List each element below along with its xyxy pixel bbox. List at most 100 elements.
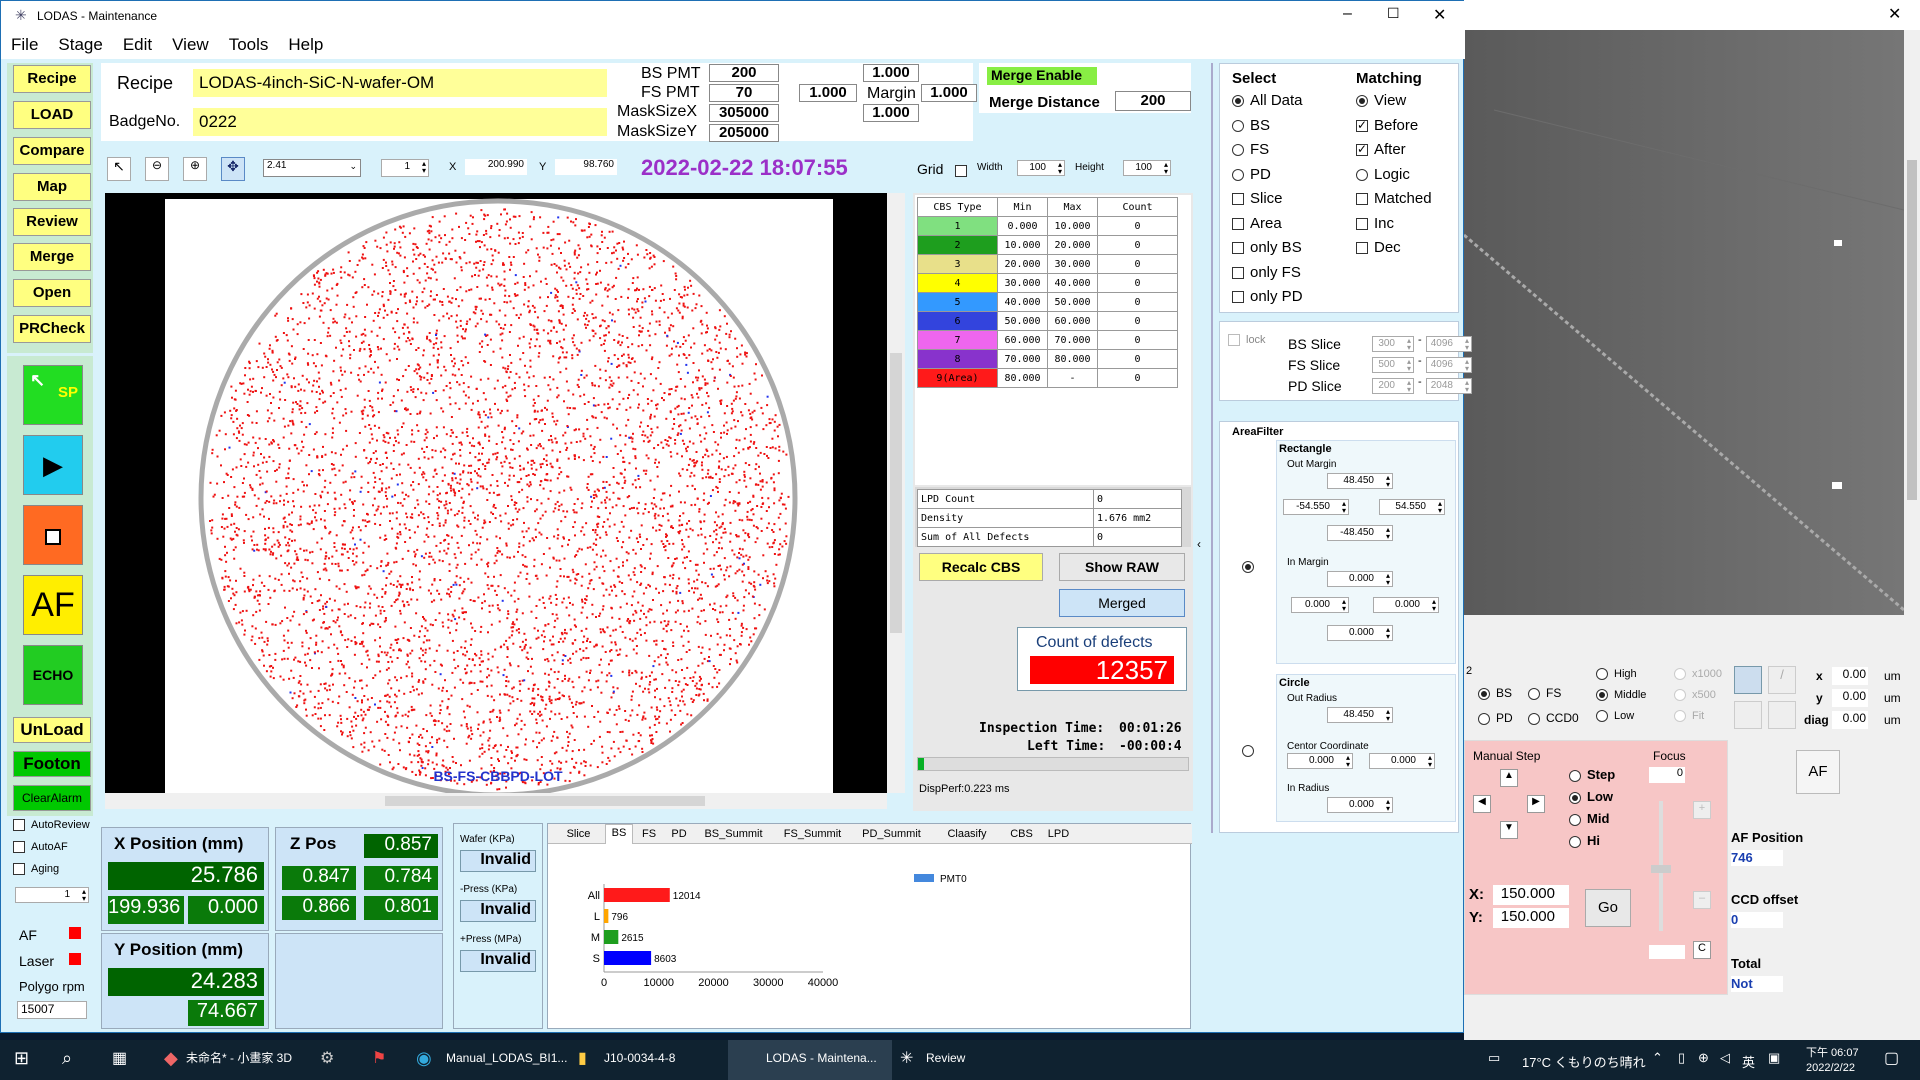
fs-pmt-field[interactable]: 70 (709, 84, 779, 102)
masksizex-field[interactable]: 305000 (709, 104, 779, 122)
play-button[interactable]: ▶ (23, 435, 83, 495)
matching-option-inc[interactable]: Inc (1356, 215, 1394, 232)
tab-slice[interactable]: Slice (566, 828, 591, 840)
aging-checkbox[interactable]: Aging (13, 863, 59, 876)
autoaf-checkbox[interactable]: AutoAF (13, 841, 68, 854)
volume-icon[interactable]: ◁ (1720, 1050, 1730, 1065)
in-radius-spinbox[interactable]: 0.000 (1327, 797, 1393, 813)
focus-plus-button[interactable]: + (1693, 801, 1711, 819)
camera-hscrollbar[interactable] (1464, 615, 1920, 631)
radio-fit[interactable]: Fit (1674, 710, 1704, 723)
review-button[interactable]: Review (13, 208, 91, 236)
focus-minus-button[interactable]: – (1693, 891, 1711, 909)
pointer-tool-icon[interactable]: ↖ (107, 157, 131, 181)
margin-bottom-field[interactable]: 1.000 (863, 104, 919, 122)
clearalarm-button[interactable]: ClearAlarm (13, 785, 91, 811)
masksizey-field[interactable]: 205000 (709, 124, 779, 142)
tab-lpd[interactable]: LPD (1047, 828, 1070, 840)
cbs-row[interactable]: 4 30.000 40.000 0 (917, 273, 1178, 293)
cbs-row[interactable]: 6 50.000 60.000 0 (917, 311, 1178, 331)
aging-spinbox[interactable]: 1 (15, 887, 89, 903)
calculator-icon[interactable]: ▦ (112, 1050, 128, 1067)
slice-max-spinbox[interactable]: 4096 (1426, 336, 1472, 352)
taskbar-lodas[interactable]: LODAS - Maintena... (766, 1051, 877, 1065)
cbs-row[interactable]: 5 40.000 50.000 0 (917, 292, 1178, 312)
goto-y-input[interactable]: 150.000 (1493, 908, 1569, 928)
out-margin-left-spinbox[interactable]: -54.550 (1283, 499, 1349, 515)
arrow-down-button[interactable]: ▼ (1500, 821, 1518, 839)
menu-edit[interactable]: Edit (122, 35, 153, 54)
focus-slider[interactable] (1651, 801, 1671, 931)
slice-min-spinbox[interactable]: 200 (1372, 378, 1414, 394)
tab-bs_summit[interactable]: BS_Summit (704, 828, 763, 840)
radio-fs[interactable]: FS (1528, 686, 1561, 700)
cbs-row[interactable]: 8 70.000 80.000 0 (917, 349, 1178, 369)
zoom-select[interactable]: 2.41 ⌄ (263, 159, 361, 177)
focus-input[interactable] (1649, 945, 1685, 959)
out-radius-spinbox[interactable]: 48.450 (1327, 707, 1393, 723)
tab-pd[interactable]: PD (671, 828, 687, 840)
select-option-bs[interactable]: BS (1232, 117, 1270, 134)
input-icon[interactable]: ▣ (1768, 1050, 1781, 1065)
stop-button[interactable] (23, 505, 83, 565)
out-margin-bottom-spinbox[interactable]: -48.450 (1327, 525, 1393, 541)
cbs-row[interactable]: 3 20.000 30.000 0 (917, 254, 1178, 274)
af-camera-button[interactable]: AF (1796, 750, 1840, 794)
edge-icon[interactable]: ◉ (416, 1048, 432, 1068)
recipe-name-field[interactable]: LODAS-4inch-SiC-N-wafer-OM (193, 69, 607, 97)
cbs-row[interactable]: 1 0.000 10.000 0 (917, 216, 1178, 236)
taskbar-review[interactable]: Review (926, 1051, 966, 1065)
minimize-icon[interactable]: – (1343, 5, 1352, 22)
map-vscrollbar[interactable] (887, 193, 905, 793)
cbs-row[interactable]: 7 60.000 70.000 0 (917, 330, 1178, 350)
radio-low[interactable]: Low (1596, 710, 1634, 723)
app-gear-icon[interactable]: ⚙ (320, 1050, 335, 1067)
maximize-icon[interactable]: ☐ (1387, 5, 1400, 21)
slice-max-spinbox[interactable]: 4096 (1426, 357, 1472, 373)
ime-indicator[interactable]: 英 (1742, 1055, 1756, 1070)
select-option-fs[interactable]: FS (1232, 141, 1269, 158)
network-icon[interactable]: ⊕ (1698, 1050, 1709, 1065)
close-icon[interactable]: ✕ (1888, 6, 1902, 23)
camera-image[interactable] (1464, 30, 1904, 615)
open-button[interactable]: Open (13, 279, 91, 307)
line-tool-button[interactable]: / (1768, 666, 1796, 694)
matching-option-matched[interactable]: Matched (1356, 190, 1432, 207)
tab-bs[interactable]: BS (605, 824, 633, 844)
folder-icon[interactable]: ▮ (578, 1050, 587, 1067)
footon-button[interactable]: Footon (13, 751, 91, 777)
tab-cbs[interactable]: CBS (1010, 828, 1033, 840)
close-icon[interactable]: ✕ (1433, 7, 1447, 24)
taskbar-manual[interactable]: Manual_LODAS_BI1... (446, 1051, 568, 1065)
in-margin-top-spinbox[interactable]: 0.000 (1327, 571, 1393, 587)
autoreview-checkbox[interactable]: AutoReview (13, 819, 90, 832)
load-button[interactable]: LOAD (13, 101, 91, 129)
merge-button[interactable]: Merge (13, 243, 91, 271)
prcheck-button[interactable]: PRCheck (13, 315, 91, 343)
radio-middle[interactable]: Middle (1596, 689, 1646, 702)
slice-max-spinbox[interactable]: 2048 (1426, 378, 1472, 394)
map-hscrollbar[interactable] (105, 793, 887, 809)
radio-ccd0[interactable]: CCD0 (1528, 711, 1579, 725)
radio-pd[interactable]: PD (1478, 711, 1513, 725)
clock-date[interactable]: 2022/2/22 (1806, 1062, 1855, 1074)
select-option-slice[interactable]: Slice (1232, 190, 1283, 207)
chevron-up-icon[interactable]: ⌃ (1652, 1050, 1663, 1065)
tab-fs_summit[interactable]: FS_Summit (783, 828, 842, 840)
wafer-map-canvas[interactable]: BS-FS-CBBPD-LOT (105, 193, 887, 793)
width-spinbox[interactable]: 100 (1017, 160, 1065, 176)
cbs-row[interactable]: 2 10.000 20.000 0 (917, 235, 1178, 255)
in-margin-bottom-spinbox[interactable]: 0.000 (1327, 625, 1393, 641)
menu-tools[interactable]: Tools (228, 35, 269, 54)
radio-bs[interactable]: BS (1478, 686, 1512, 700)
tab-fs[interactable]: FS (641, 828, 657, 840)
tab-pd_summit[interactable]: PD_Summit (862, 828, 921, 840)
grid-checkbox[interactable] (955, 162, 973, 177)
slice-min-spinbox[interactable]: 300 (1372, 336, 1414, 352)
c-button[interactable]: C (1693, 941, 1711, 959)
arrow-left-button[interactable]: ◀ (1473, 795, 1491, 813)
slice-min-spinbox[interactable]: 500 (1372, 357, 1414, 373)
search-icon[interactable]: ⌕ (62, 1048, 73, 1068)
windows-start-icon[interactable]: ⊞ (14, 1048, 30, 1068)
radio-step-mid[interactable]: Mid (1569, 811, 1609, 826)
